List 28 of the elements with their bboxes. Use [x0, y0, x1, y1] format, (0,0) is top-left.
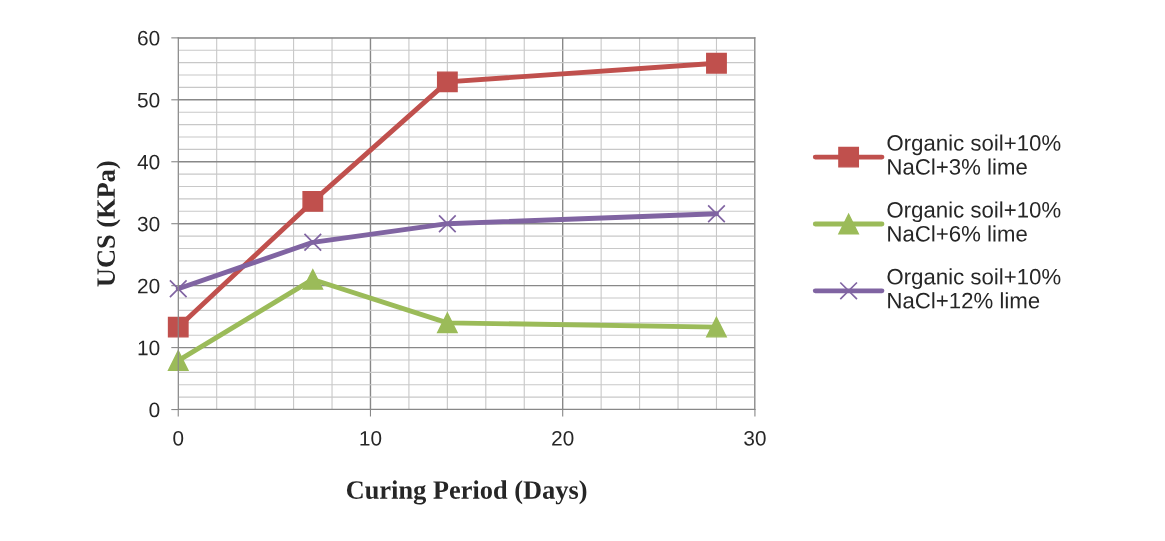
point: [303, 233, 322, 252]
point: [302, 190, 324, 212]
point: [436, 312, 458, 334]
y-tick-label: 10: [138, 340, 160, 356]
x-axis-title: Curing Period (Days): [346, 480, 587, 505]
y-tick-label: 40: [137, 154, 160, 170]
point: [169, 279, 188, 298]
y-tick-label: 0: [149, 402, 160, 418]
legend-label: Organic soil+10% NaCl+12% lime: [887, 268, 1061, 309]
point: [167, 350, 189, 372]
point: [706, 52, 727, 74]
point: [436, 71, 458, 93]
legend-label: Organic soil+10% NaCl+3% lime: [887, 134, 1061, 175]
y-tick-label: 50: [137, 92, 160, 108]
x-tick-label: 0: [173, 430, 184, 446]
y-tick-label: 30: [137, 216, 160, 232]
point: [302, 269, 324, 290]
point: [707, 204, 726, 223]
y-tick-label: 60: [138, 30, 160, 46]
x-tick-label: 30: [744, 430, 766, 446]
point: [167, 316, 189, 338]
point: [438, 214, 457, 233]
x-tick-label: 10: [360, 430, 382, 446]
point: [706, 316, 727, 338]
y-tick-label: 20: [138, 278, 160, 294]
y-axis-title: UCS (KPa): [96, 161, 121, 287]
legend-label: Organic soil+10% NaCl+6% lime: [887, 201, 1061, 242]
x-tick-label: 20: [552, 430, 574, 446]
